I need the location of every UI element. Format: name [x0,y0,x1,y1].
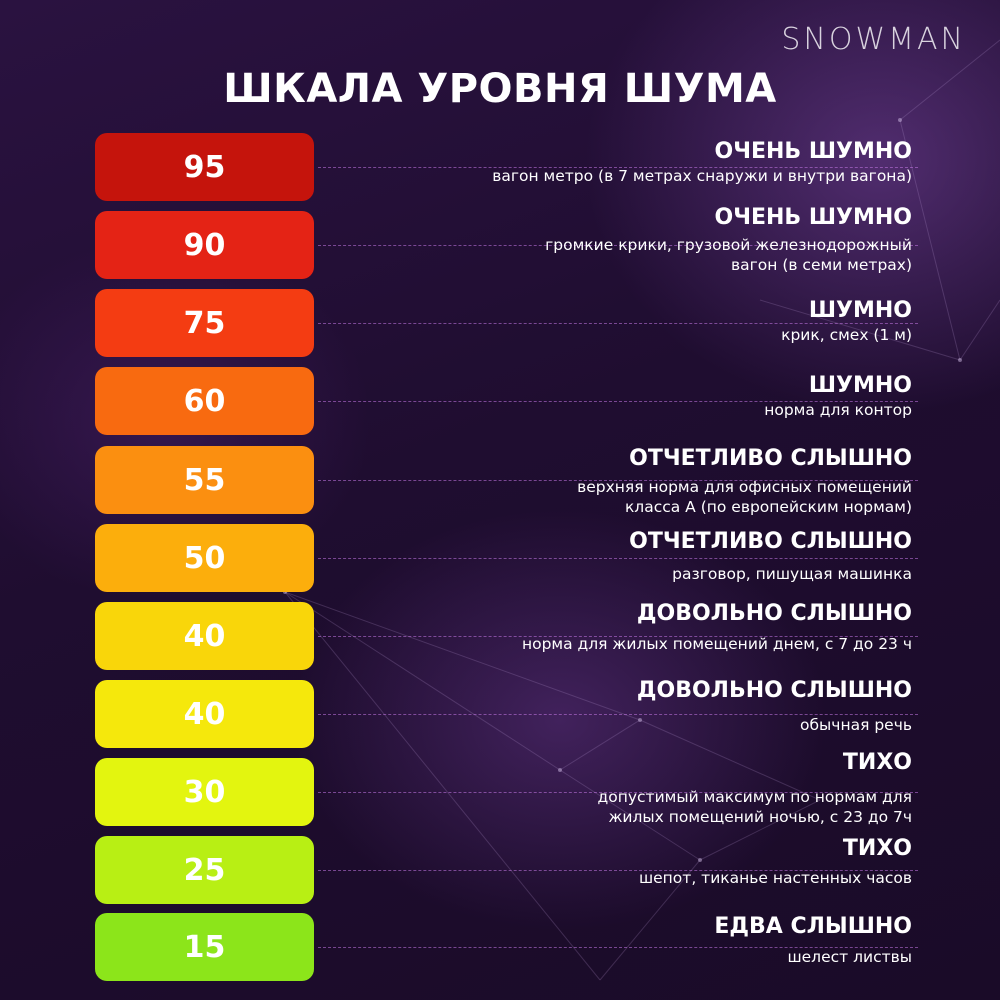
row-heading: ОЧЕНЬ ШУМНО [714,139,913,164]
row-heading: ТИХО [842,750,912,775]
row-heading: ТИХО [842,836,912,861]
row-heading: ДОВОЛЬНО СЛЫШНО [636,601,912,626]
dashed-divider [318,167,918,168]
dashed-divider [318,636,918,637]
row-info: ШУМНО крик, смех (1 м) [392,297,912,345]
level-badge: 40 [95,680,314,748]
row-description: громкие крики, грузовой железнодорожный [545,236,912,254]
dashed-divider [318,480,918,481]
row-description: крик, смех (1 м) [781,326,912,344]
row-description: норма для контор [764,401,912,419]
level-badge: 75 [95,289,314,357]
page-title: ШКАЛА УРОВНЯ ШУМА [0,66,1000,112]
row-info: ОЧЕНЬ ШУМНО вагон метро (в 7 метрах снар… [392,138,912,186]
noise-row: 95 ОЧЕНЬ ШУМНО вагон метро (в 7 метрах с… [0,133,1000,203]
row-heading: ОТЧЕТЛИВО СЛЫШНО [629,529,912,554]
level-badge: 60 [95,367,314,435]
dashed-divider [318,245,918,246]
row-info: ОТЧЕТЛИВО СЛЫШНО разговор, пишущая машин… [392,528,912,584]
noise-row: 40 ДОВОЛЬНО СЛЫШНО норма для жилых помещ… [0,600,1000,672]
dashed-divider [318,792,918,793]
noise-row: 50 ОТЧЕТЛИВО СЛЫШНО разговор, пишущая ма… [0,524,1000,594]
noise-row: 30 ТИХО допустимый максимум по нормам дл… [0,750,1000,828]
dashed-divider [318,323,918,324]
level-badge: 50 [95,524,314,592]
row-heading: ШУМНО [808,373,912,398]
dashed-divider [318,558,918,559]
row-description: верхняя норма для офисных помещений [577,478,912,496]
row-description: норма для жилых помещений днем, с 7 до 2… [521,635,912,653]
row-info: ДОВОЛЬНО СЛЫШНО обычная речь [392,677,912,735]
row-info: ДОВОЛЬНО СЛЫШНО норма для жилых помещени… [392,600,912,654]
level-badge: 30 [95,758,314,826]
page-title-text: ШКАЛА УРОВНЯ ШУМА [223,66,777,112]
noise-row: 75 ШУМНО крик, смех (1 м) [0,289,1000,359]
level-badge: 15 [95,913,314,981]
row-info: ТИХО шепот, тиканье настенных часов [392,835,912,888]
row-info: ОЧЕНЬ ШУМНО громкие крики, грузовой желе… [392,204,912,275]
level-badge: 55 [95,446,314,514]
noise-row: 55 ОТЧЕТЛИВО СЛЫШНО верхняя норма для оф… [0,446,1000,516]
row-heading: ШУМНО [808,298,912,323]
row-description: класса А (по европейским нормам) [624,498,912,516]
level-badge: 40 [95,602,314,670]
dashed-divider [318,714,918,715]
level-badge: 25 [95,836,314,904]
dashed-divider [318,870,918,871]
level-badge: 90 [95,211,314,279]
level-badge: 95 [95,133,314,201]
row-description: шелест листвы [787,948,912,966]
row-description: шепот, тиканье настенных часов [638,869,912,887]
brand-logo: SNOWMAN [781,22,966,57]
noise-row: 90 ОЧЕНЬ ШУМНО громкие крики, грузовой ж… [0,205,1000,281]
noise-row: 15 ЕДВА СЛЫШНО шелест листвы [0,913,1000,983]
dashed-divider [318,401,918,402]
row-heading: ОЧЕНЬ ШУМНО [714,205,913,230]
row-info: ОТЧЕТЛИВО СЛЫШНО верхняя норма для офисн… [392,445,912,517]
row-description: допустимый максимум по нормам для [597,788,912,806]
row-description: вагон (в семи метрах) [731,256,912,274]
row-info: ШУМНО норма для контор [392,372,912,420]
row-description: обычная речь [800,716,912,734]
row-description: жилых помещений ночью, с 23 до 7ч [608,808,912,826]
row-description: вагон метро (в 7 метрах снаружи и внутри… [492,167,912,185]
row-info: ЕДВА СЛЫШНО шелест листвы [392,913,912,967]
row-heading: ОТЧЕТЛИВО СЛЫШНО [629,446,912,471]
row-heading: ДОВОЛЬНО СЛЫШНО [636,678,912,703]
noise-row: 60 ШУМНО норма для контор [0,367,1000,437]
noise-row: 25 ТИХО шепот, тиканье настенных часов [0,836,1000,906]
noise-row: 40 ДОВОЛЬНО СЛЫШНО обычная речь [0,677,1000,750]
dashed-divider [318,947,918,948]
row-heading: ЕДВА СЛЫШНО [714,914,912,939]
row-info: ТИХО допустимый максимум по нормам для ж… [392,749,912,827]
row-description: разговор, пишущая машинка [672,565,912,583]
